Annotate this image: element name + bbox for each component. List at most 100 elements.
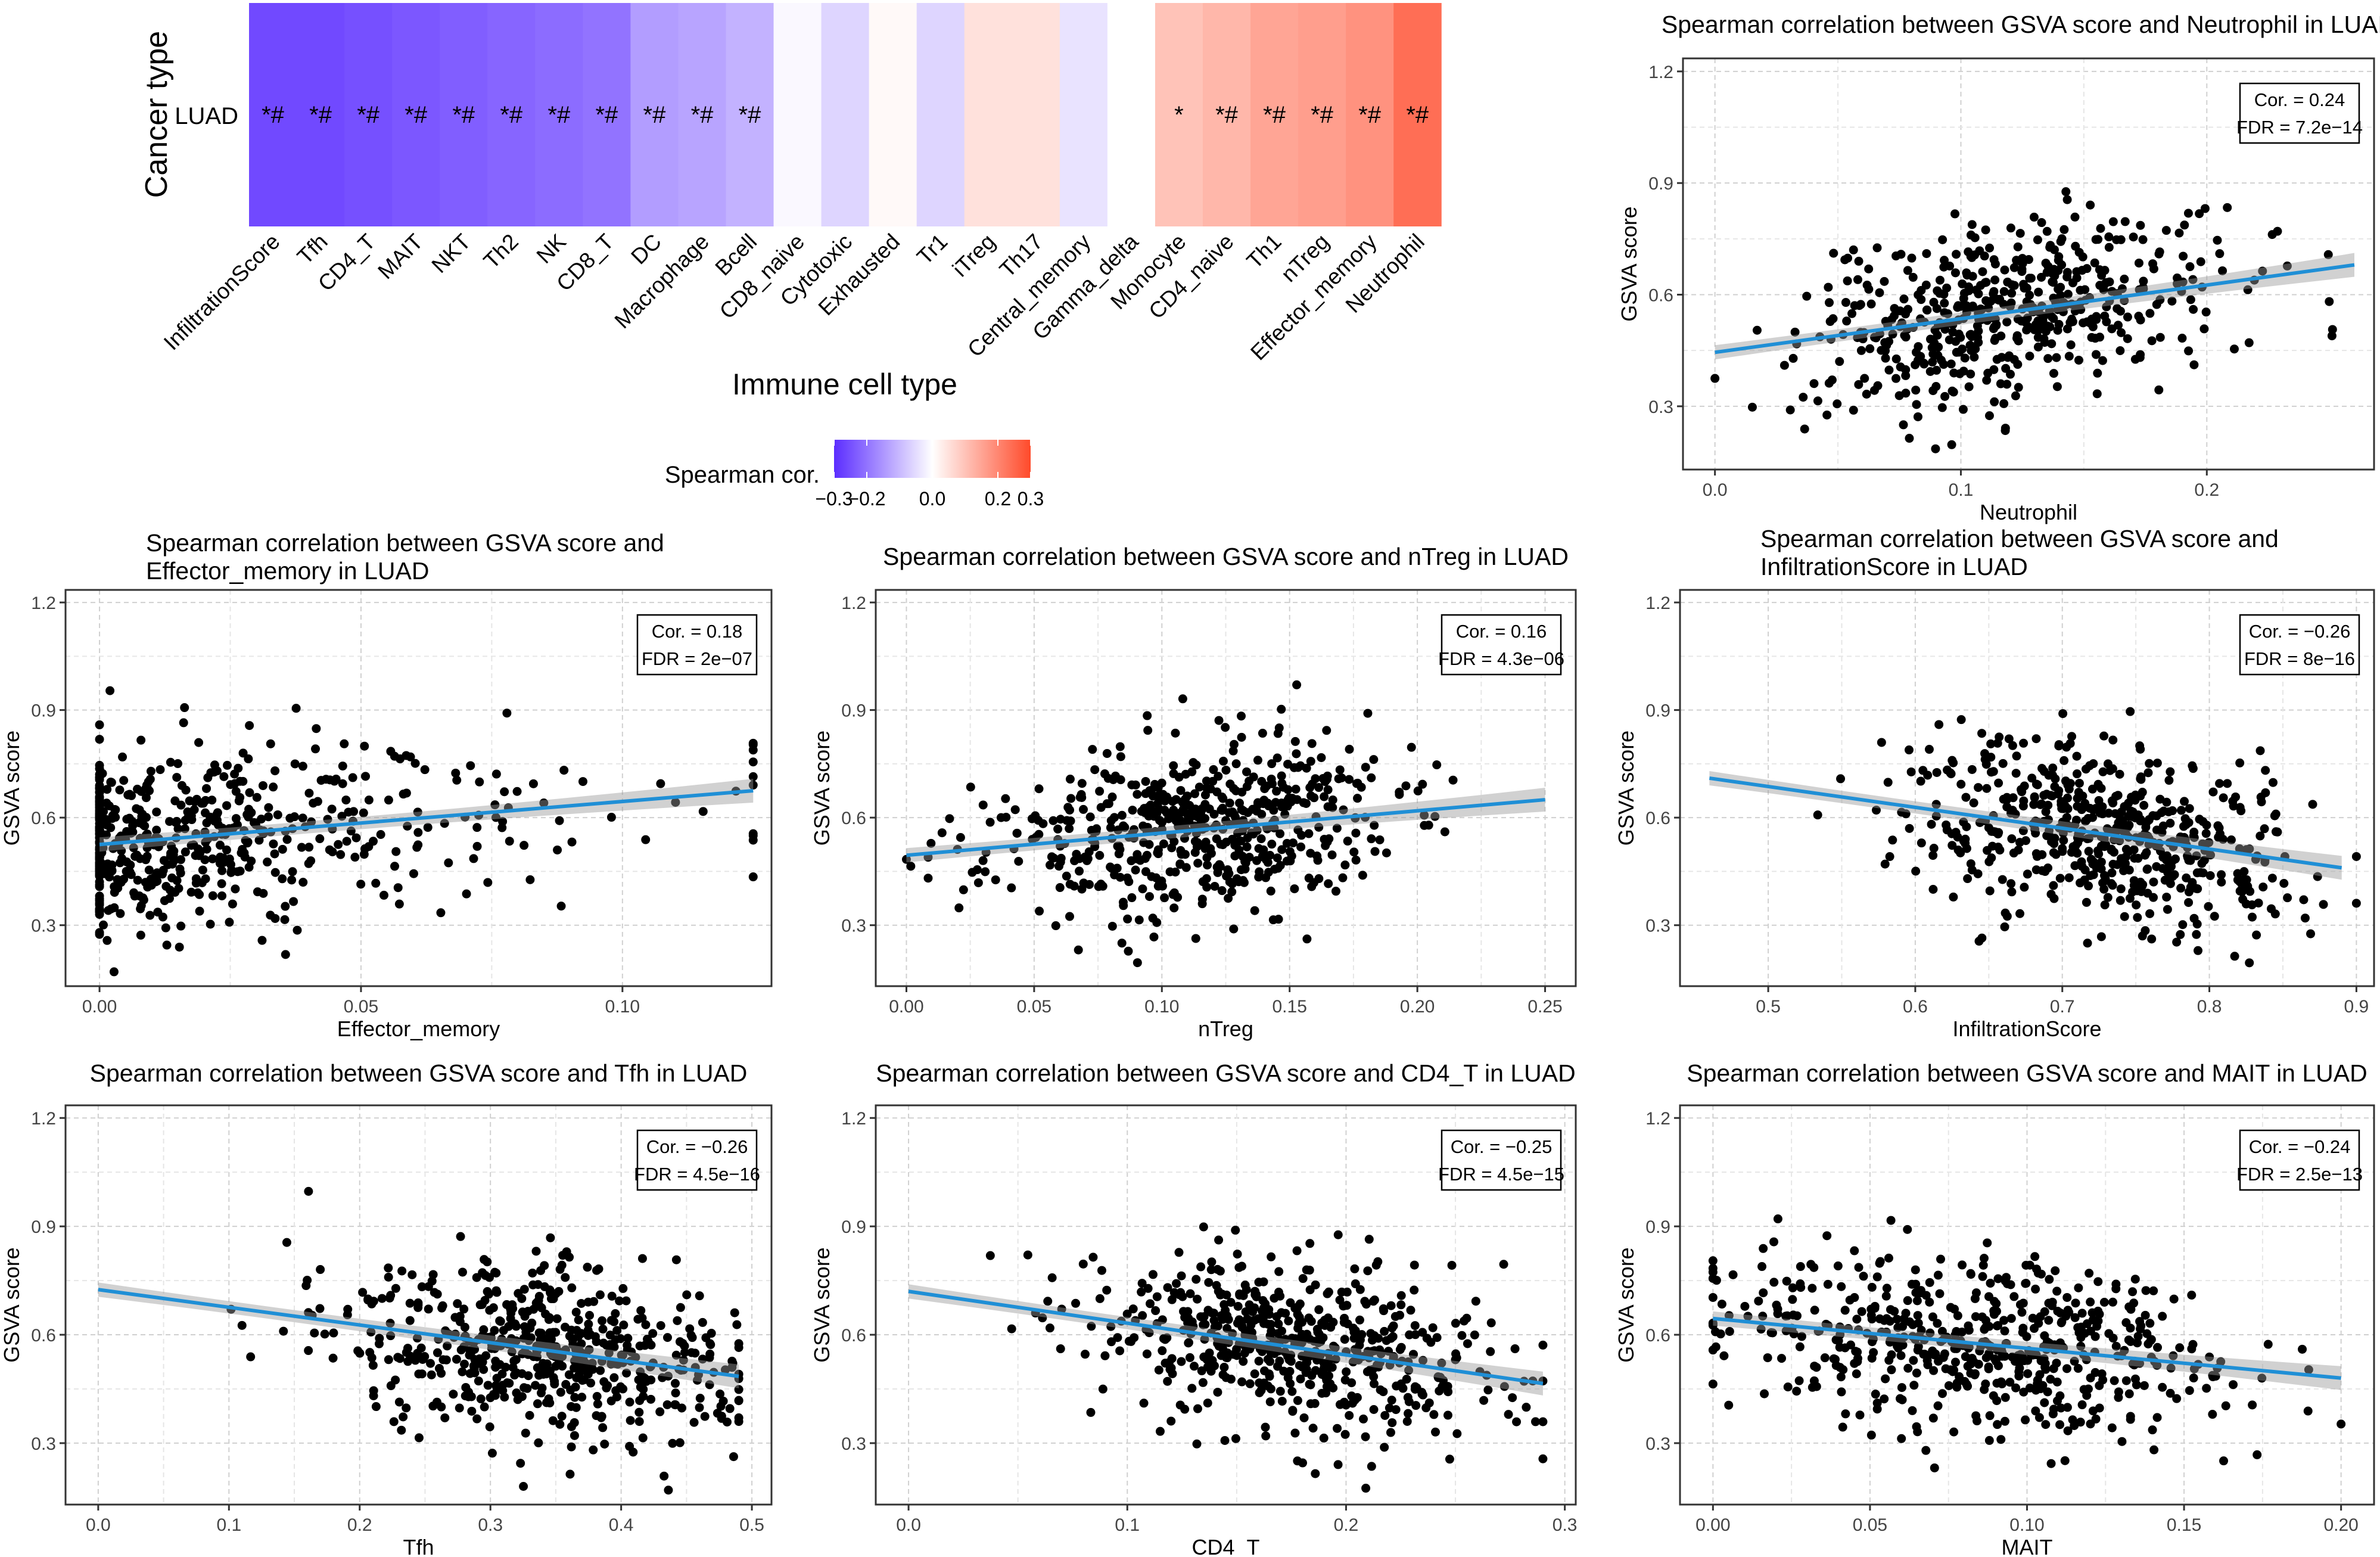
data-point (1950, 268, 1960, 278)
data-point (2206, 850, 2216, 860)
data-point (246, 1352, 256, 1362)
data-point (291, 704, 301, 713)
data-point (1728, 1270, 1738, 1279)
data-point (1809, 1263, 1819, 1272)
data-point (2164, 776, 2174, 785)
data-point (2018, 826, 2028, 835)
data-point (1139, 822, 1149, 832)
data-point (2001, 908, 2010, 918)
data-point (2007, 887, 2017, 897)
data-point (2007, 834, 2017, 844)
data-point (1884, 1253, 1893, 1263)
y-tick-label: 1.2 (31, 1109, 56, 1129)
data-point (416, 1343, 426, 1353)
data-point (1343, 1319, 1352, 1329)
data-point (1953, 846, 1963, 855)
data-point (1106, 1337, 1116, 1347)
data-point (177, 781, 186, 790)
data-point (1047, 1273, 1057, 1282)
data-point (2096, 932, 2106, 941)
data-point (2242, 845, 2251, 854)
data-point (1979, 1254, 1989, 1263)
data-point (2115, 896, 2125, 905)
data-point (427, 1370, 436, 1379)
data-point (2323, 250, 2333, 259)
data-point (95, 891, 104, 901)
data-point (142, 851, 152, 861)
x-tick-label: 0.10 (2009, 1515, 2044, 1535)
data-point (1267, 1252, 1276, 1261)
data-point (2097, 1369, 2107, 1379)
data-point (2202, 1384, 2211, 1393)
data-point (1351, 855, 1361, 865)
data-point (365, 1348, 375, 1357)
data-point (2102, 278, 2111, 287)
data-point (483, 878, 493, 887)
data-point (1193, 859, 1203, 868)
data-point (1892, 1314, 1902, 1324)
y-tick-label: 1.2 (1648, 63, 1673, 82)
y-tick-label: 0.6 (1648, 286, 1673, 306)
data-point (707, 1329, 716, 1338)
data-point (1900, 331, 1909, 340)
data-point (2082, 264, 2092, 274)
data-point (1788, 353, 1798, 363)
data-point (1911, 866, 1921, 876)
data-point (1854, 1263, 1863, 1272)
data-point (1984, 1362, 1993, 1372)
data-point (405, 1298, 415, 1308)
data-point (2108, 859, 2118, 869)
data-point (1266, 886, 1275, 896)
data-point (2086, 1373, 2095, 1382)
data-point (2007, 280, 2017, 290)
data-point (570, 1418, 579, 1427)
data-point (1380, 1443, 1389, 1452)
data-point (2088, 813, 2097, 822)
data-point (2229, 344, 2239, 354)
data-point (729, 1452, 738, 1462)
data-point (1486, 1318, 1496, 1328)
data-point (1293, 763, 1303, 772)
data-point (618, 1384, 628, 1394)
data-point (1079, 804, 1088, 814)
data-point (1090, 842, 1100, 851)
y-tick-label: 0.6 (841, 809, 866, 828)
data-point (1189, 1322, 1198, 1331)
data-point (2138, 235, 2148, 244)
x-axis-label: MAIT (2002, 1535, 2053, 1557)
data-point (1320, 1320, 1330, 1330)
data-point (1852, 1314, 1862, 1324)
data-point (1146, 1299, 1155, 1309)
data-point (1917, 838, 1926, 848)
data-point (1912, 1368, 1921, 1378)
data-point (1790, 327, 1800, 337)
data-point (2009, 263, 2019, 272)
data-point (1974, 783, 1983, 793)
data-point (2147, 336, 2157, 346)
axis-ticks: 0.5 0.6 0.7 0.8 0.90.30.60.91.2 (1645, 593, 2369, 1017)
data-point (298, 813, 307, 823)
data-point (257, 936, 267, 945)
data-point (1924, 745, 1934, 754)
data-point (1176, 1288, 1186, 1297)
data-point (1265, 1397, 1275, 1407)
data-point (1966, 1359, 1975, 1369)
data-point (1992, 1321, 2002, 1331)
data-point (1212, 787, 1222, 797)
data-point (449, 1390, 458, 1399)
data-point (247, 808, 256, 818)
data-point (1927, 819, 1936, 829)
data-point (142, 782, 152, 792)
data-point (1184, 1338, 1193, 1348)
data-point (1270, 823, 1279, 833)
data-point (1169, 1288, 1179, 1297)
heatmap-cell-significance: *# (691, 102, 714, 128)
data-point (371, 1402, 381, 1412)
data-point (559, 766, 569, 775)
data-point (1451, 1319, 1460, 1328)
data-point (2083, 938, 2092, 948)
data-point (1432, 760, 1442, 770)
data-point (185, 796, 194, 806)
data-point (495, 1316, 505, 1326)
data-point (1144, 803, 1153, 812)
